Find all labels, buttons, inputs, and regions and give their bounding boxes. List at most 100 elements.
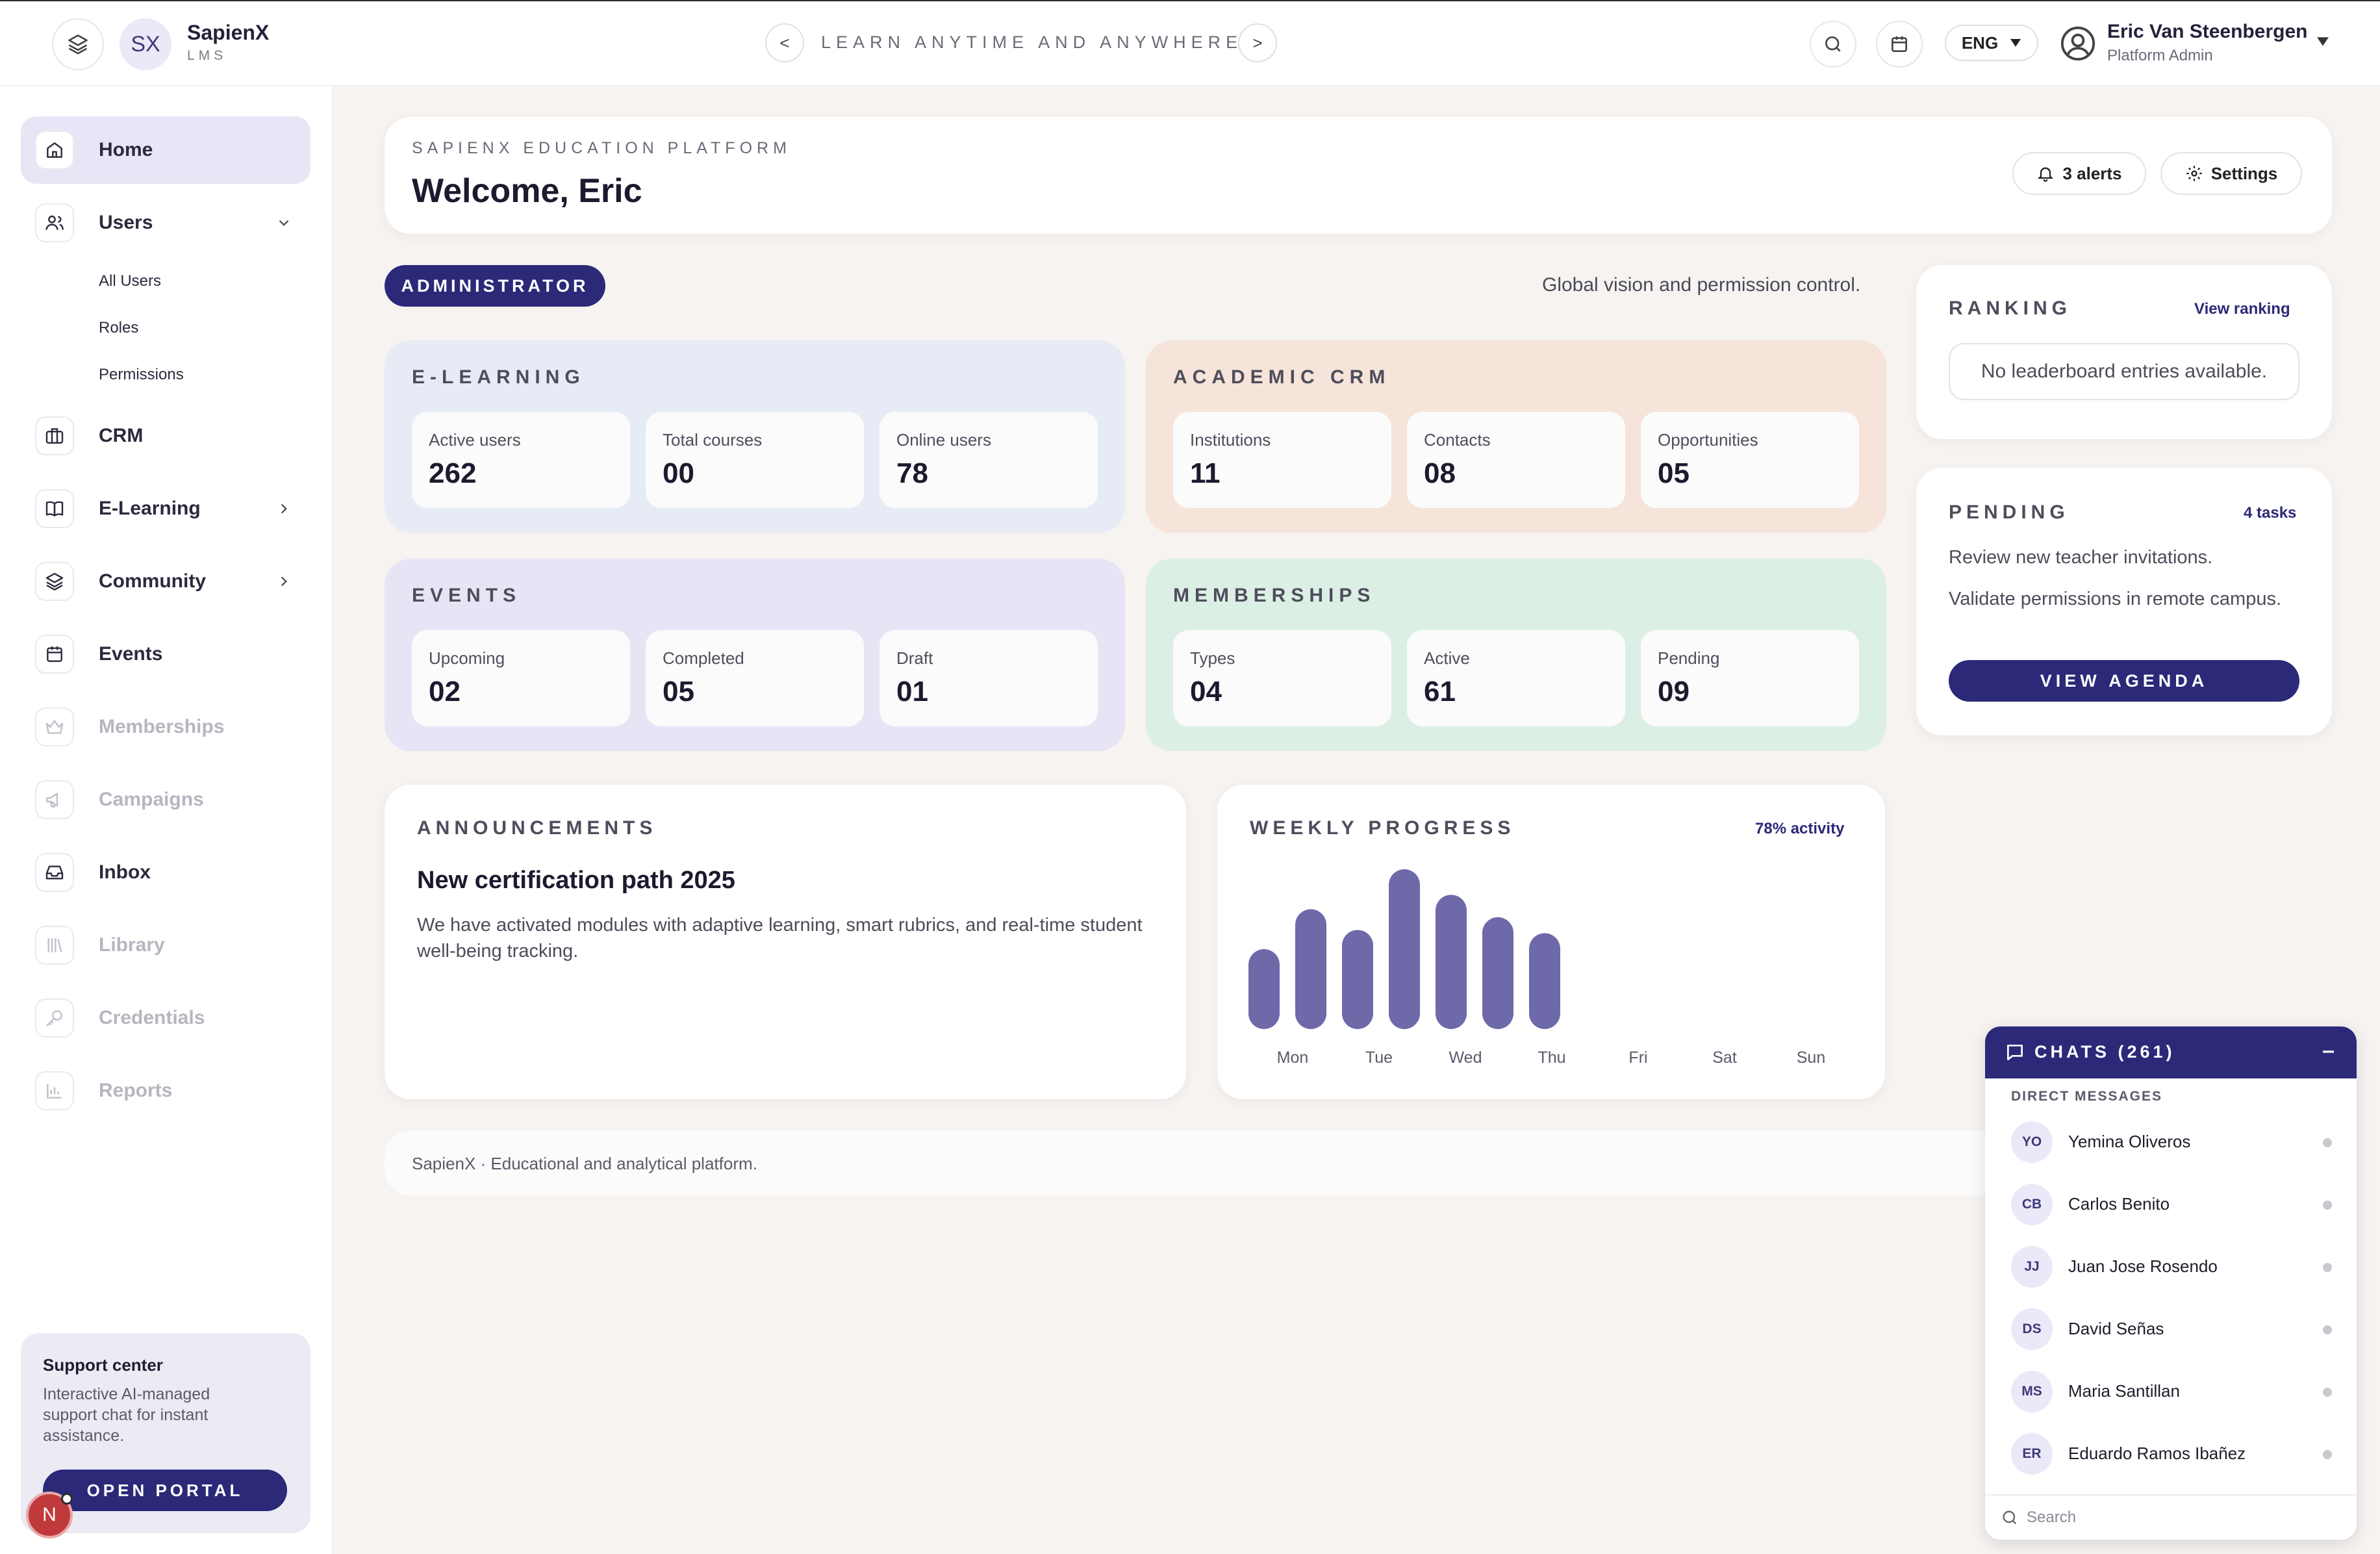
sidebar-subitem-roles[interactable]: Roles	[99, 319, 139, 337]
library-icon	[35, 926, 74, 965]
sidebar-item-community[interactable]: Community	[21, 548, 310, 615]
chart-bar	[1342, 930, 1373, 1029]
sidebar-item-crm[interactable]: CRM	[21, 402, 310, 470]
key-icon	[35, 999, 74, 1038]
book-icon	[35, 489, 74, 528]
chart-bar	[1389, 869, 1420, 1029]
sidebar-item-events[interactable]: Events	[21, 620, 310, 688]
sidebar-item-memberships[interactable]: Memberships	[21, 693, 310, 761]
stat-draft[interactable]: Draft 01	[880, 630, 1098, 726]
sidebar-subitem-permissions[interactable]: Permissions	[99, 366, 184, 383]
pending-card: PENDING 4 tasks Review new teacher invit…	[1916, 468, 2332, 735]
megaphone-icon	[35, 780, 74, 819]
chat-search-bar	[1985, 1494, 2357, 1540]
announcement-body: We have activated modules with adaptive …	[417, 915, 1143, 962]
chat-search-input[interactable]	[2027, 1503, 2338, 1532]
stat-label: Upcoming	[429, 648, 505, 668]
chats-panel: CHATS (261) – DIRECT MESSAGES YO Yemina …	[1985, 1026, 2357, 1540]
stat-value: 02	[429, 676, 461, 707]
sidebar-item-library[interactable]: Library	[21, 911, 310, 979]
brand-name: SapienX	[187, 21, 270, 44]
open-portal-button[interactable]: OPEN PORTAL	[43, 1470, 287, 1511]
language-selector[interactable]: ENG	[1945, 25, 2038, 61]
avatar: DS	[2011, 1308, 2053, 1350]
stat-value: 05	[663, 676, 694, 707]
sidebar-item-inbox[interactable]: Inbox	[21, 839, 310, 906]
chat-contact[interactable]: YO Yemina Oliveros	[1985, 1111, 2357, 1173]
chat-contact[interactable]: JJ Juan Jose Rosendo	[1985, 1236, 2357, 1298]
settings-label: Settings	[2210, 163, 2278, 183]
sidebar: Home Users All Users Roles Permissions C…	[0, 86, 333, 1554]
user-name: Eric Van Steenbergen	[2107, 21, 2308, 42]
chart-day-label: Sun	[1797, 1049, 1825, 1067]
pending-task: Validate permissions in remote campus.	[1949, 589, 2282, 609]
minimize-button[interactable]: –	[2322, 1038, 2335, 1063]
sidebar-item-label: Events	[99, 643, 163, 665]
sidebar-item-label: Credentials	[99, 1007, 205, 1028]
search-icon	[1825, 36, 1841, 52]
view-ranking-link[interactable]: View ranking	[2194, 300, 2290, 318]
footer-text: SapienX · Educational and analytical pla…	[412, 1154, 757, 1173]
stat-completed[interactable]: Completed 05	[646, 630, 864, 726]
sidebar-item-users[interactable]: Users	[21, 189, 310, 257]
chart-bar	[1295, 909, 1326, 1029]
user-circle-icon	[2060, 26, 2095, 61]
stat-opportunities[interactable]: Opportunities 05	[1641, 412, 1859, 508]
marquee-next-button[interactable]: >	[1238, 23, 1277, 62]
support-title: Support center	[43, 1355, 163, 1375]
stat-label: Completed	[663, 648, 744, 668]
avatar: MS	[2011, 1371, 2053, 1412]
search-button[interactable]	[1810, 21, 1856, 68]
marquee-prev-button[interactable]: <	[765, 23, 804, 62]
presence-dot	[2323, 1388, 2332, 1397]
stat-types[interactable]: Types 04	[1173, 630, 1391, 726]
brand-logo[interactable]: SX	[120, 18, 171, 70]
sidebar-item-campaigns[interactable]: Campaigns	[21, 766, 310, 834]
weekly-progress-card: WEEKLY PROGRESS 78% activity Mon Tue Wed Th…	[1217, 785, 1885, 1099]
panel-title: EVENTS	[412, 585, 522, 606]
chat-contact[interactable]: ER Eduardo Ramos Ibañez	[1985, 1423, 2357, 1485]
layers-icon	[68, 34, 88, 55]
stat-active[interactable]: Active 61	[1407, 630, 1625, 726]
stat-label: Opportunities	[1658, 430, 1758, 450]
stat-label: Types	[1190, 648, 1235, 668]
stat-online-users[interactable]: Online users 78	[880, 412, 1098, 508]
stat-active-users[interactable]: Active users 262	[412, 412, 630, 508]
sidebar-item-credentials[interactable]: Credentials	[21, 984, 310, 1052]
chat-contact[interactable]: MS Maria Santillan	[1985, 1360, 2357, 1423]
briefcase-icon	[35, 416, 74, 455]
calendar-icon	[35, 635, 74, 674]
sidebar-subitem-all-users[interactable]: All Users	[99, 272, 162, 290]
pending-task: Review new teacher invitations.	[1949, 547, 2213, 568]
ranking-eyebrow: RANKING	[1949, 298, 2071, 319]
chats-title: CHATS (261)	[2034, 1042, 2175, 1062]
chart-bar	[1248, 949, 1280, 1029]
stat-total-courses[interactable]: Total courses 00	[646, 412, 864, 508]
layers-menu-button[interactable]	[52, 18, 104, 70]
stat-institutions[interactable]: Institutions 11	[1173, 412, 1391, 508]
sidebar-item-e-learning[interactable]: E-Learning	[21, 475, 310, 542]
sidebar-item-label: Memberships	[99, 716, 225, 737]
alerts-button[interactable]: 3 alerts	[2012, 152, 2146, 195]
settings-button[interactable]: Settings	[2160, 152, 2302, 195]
search-icon	[2003, 1510, 2017, 1525]
stat-upcoming[interactable]: Upcoming 02	[412, 630, 630, 726]
sidebar-item-label: Reports	[99, 1080, 173, 1101]
notifications-avatar[interactable]: N	[26, 1492, 73, 1538]
sidebar-item-reports[interactable]: Reports	[21, 1057, 310, 1125]
user-menu[interactable]	[2057, 18, 2342, 70]
stat-label: Active users	[429, 430, 521, 450]
stat-label: Pending	[1658, 648, 1720, 668]
stat-contacts[interactable]: Contacts 08	[1407, 412, 1625, 508]
chats-header[interactable]: CHATS (261) –	[1985, 1026, 2357, 1078]
chat-contact[interactable]: DS David Señas	[1985, 1298, 2357, 1360]
users-icon	[35, 203, 74, 242]
stat-pending[interactable]: Pending 09	[1641, 630, 1859, 726]
sidebar-item-home[interactable]: Home	[21, 116, 310, 184]
role-description: Global vision and permission control.	[1542, 274, 1861, 296]
calendar-button[interactable]	[1876, 21, 1923, 68]
marquee-text: LEARN ANYTIME AND ANYWHERE!	[821, 32, 1253, 52]
chat-contact[interactable]: CB Carlos Benito	[1985, 1173, 2357, 1236]
stat-value: 61	[1424, 676, 1456, 707]
view-agenda-button[interactable]: VIEW AGENDA	[1949, 660, 2299, 702]
